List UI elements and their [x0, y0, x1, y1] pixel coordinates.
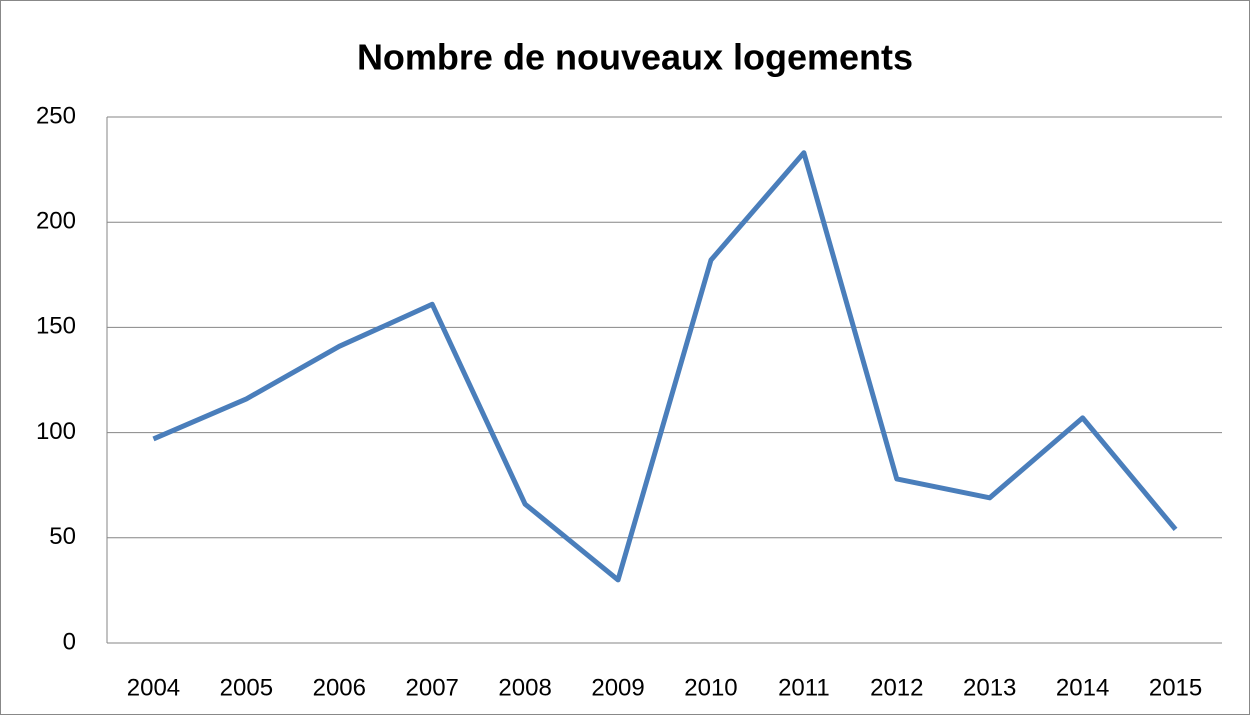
y-tick-label: 200 — [36, 208, 76, 235]
y-tick-label: 250 — [36, 102, 76, 129]
x-tick-label: 2006 — [313, 674, 366, 701]
x-tick-label: 2015 — [1149, 674, 1202, 701]
x-tick-label: 2011 — [778, 674, 830, 701]
y-tick-label: 50 — [49, 523, 76, 550]
x-tick-label: 2010 — [684, 674, 737, 701]
y-tick-label: 0 — [63, 628, 76, 655]
x-tick-label: 2008 — [498, 674, 551, 701]
x-tick-label: 2004 — [127, 674, 180, 701]
x-tick-label: 2009 — [591, 674, 644, 701]
x-tick-label: 2012 — [870, 674, 923, 701]
y-tick-label: 100 — [36, 418, 76, 445]
x-tick-label: 2014 — [1056, 674, 1109, 701]
chart-title: Nombre de nouveaux logements — [357, 37, 913, 78]
line-series — [152, 150, 1178, 583]
x-tick-label: 2005 — [220, 674, 273, 701]
y-tick-label: 150 — [36, 313, 76, 340]
x-tick-label: 2013 — [963, 674, 1016, 701]
x-tick-label: 2007 — [406, 674, 459, 701]
